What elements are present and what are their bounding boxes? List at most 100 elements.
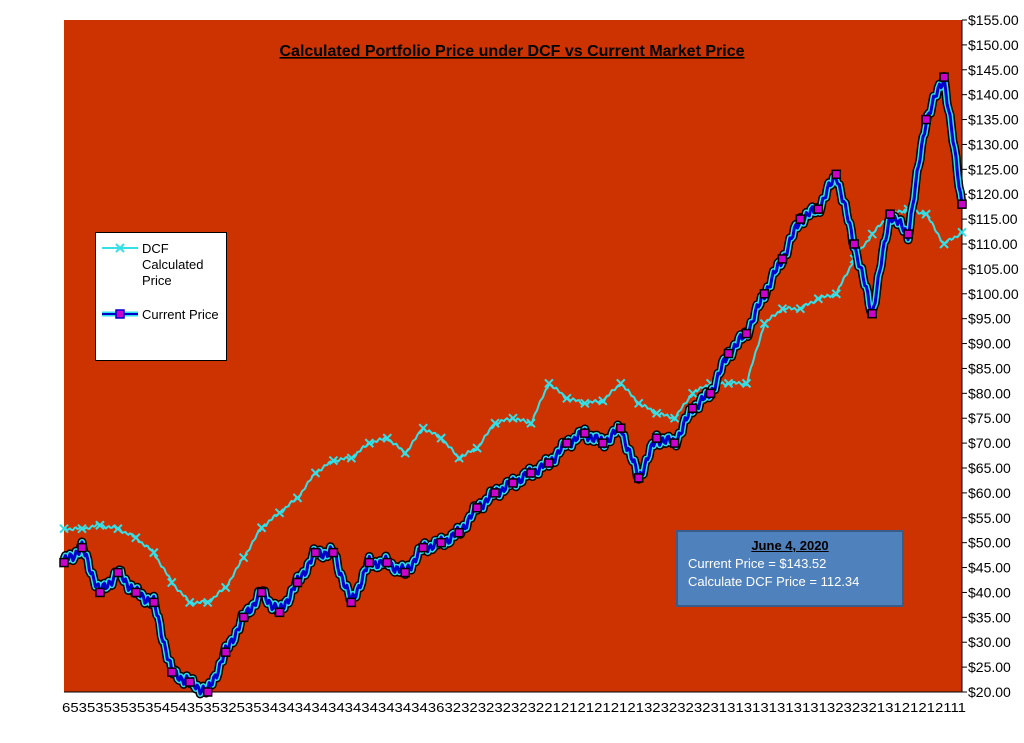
series-markers-current [59, 72, 967, 697]
dcf-point [472, 443, 482, 453]
dcf-point [867, 229, 877, 239]
current-point [202, 687, 213, 697]
y-tick-label: $90.00 [968, 336, 1011, 352]
current-point [526, 468, 536, 478]
dcf-point [328, 455, 339, 466]
y-tick-label: $130.00 [968, 136, 1019, 152]
current-point [149, 597, 159, 608]
info-date: June 4, 2020 [751, 538, 829, 553]
dcf-point [580, 398, 590, 408]
y-tick-label: $100.00 [968, 286, 1019, 302]
current-point [364, 557, 375, 568]
y-tick-label: $95.00 [968, 311, 1011, 327]
y-tick-label: $55.00 [968, 510, 1011, 526]
current-point [328, 547, 339, 558]
y-tick-label: $155.00 [968, 12, 1019, 28]
dcf-point [939, 239, 949, 249]
x-tick-labels: 6535353535354543535325353434343434343434… [62, 700, 966, 715]
current-point [95, 587, 105, 598]
y-tick-label: $20.00 [968, 684, 1011, 700]
dcf-point [562, 393, 572, 404]
series-markers-dcf [59, 204, 967, 608]
y-tick-label: $125.00 [968, 161, 1019, 177]
current-point [580, 428, 590, 438]
current-point [633, 473, 644, 483]
current-point [508, 478, 518, 488]
y-tick-label: $70.00 [968, 435, 1011, 451]
dcf-point [113, 524, 123, 534]
current-point [616, 423, 626, 433]
dcf-point [741, 378, 752, 389]
dcf-point [59, 524, 69, 534]
current-point [184, 677, 195, 687]
legend-item-current: Current Price [102, 307, 222, 323]
dcf-point [651, 408, 662, 418]
y-tick-label: $45.00 [968, 560, 1011, 576]
legend: DCF Calculated Price Current Price [95, 232, 227, 361]
dcf-point [95, 520, 105, 530]
legend-swatch-current [102, 309, 138, 319]
current-point [59, 557, 69, 568]
dcf-point [454, 453, 464, 463]
current-point [274, 607, 285, 618]
dcf-point [831, 289, 841, 299]
dcf-point [238, 552, 249, 563]
y-tick-label: $75.00 [968, 410, 1011, 426]
y-tick-label: $145.00 [968, 62, 1019, 78]
dcf-point [634, 398, 644, 408]
dcf-point [921, 209, 931, 219]
current-point [759, 289, 770, 299]
current-point [903, 229, 913, 239]
dcf-point [598, 396, 608, 406]
current-point [723, 348, 734, 359]
current-point [113, 567, 123, 578]
dcf-point [957, 227, 967, 238]
dcf-point [526, 418, 536, 428]
y-tick-label: $115.00 [968, 211, 1018, 227]
y-tick-label: $120.00 [968, 186, 1019, 202]
current-point [131, 587, 141, 598]
y-tick-label: $60.00 [968, 485, 1011, 501]
current-point [651, 433, 662, 443]
current-point [310, 547, 321, 558]
y-tick-label: $85.00 [968, 360, 1011, 376]
dcf-point [669, 413, 680, 423]
dcf-point [436, 433, 446, 443]
dcf-point [77, 524, 87, 534]
y-tick-label: $80.00 [968, 385, 1011, 401]
dcf-point [149, 547, 159, 558]
y-tick-label: $135.00 [968, 112, 1019, 128]
current-point [741, 328, 752, 339]
current-point [220, 647, 231, 657]
y-tick-label: $140.00 [968, 87, 1019, 103]
y-tick-label: $50.00 [968, 535, 1011, 551]
current-point [849, 239, 859, 249]
current-point [238, 612, 249, 623]
dcf-point [723, 378, 734, 389]
series-line-current [62, 75, 964, 696]
dcf-point [508, 413, 518, 423]
chart-title: Calculated Portfolio Price under DCF vs … [279, 43, 744, 60]
y-tick-label: $30.00 [968, 634, 1011, 650]
legend-swatch-dcf [102, 243, 138, 253]
x-axis: 6535353535354543535325353434343434343434… [62, 691, 966, 715]
y-axis: $20.00 $25.00 $30.00 $35.00 $40.00 $45.00 $50.… [961, 12, 1019, 700]
current-point [400, 567, 410, 578]
current-point [418, 542, 428, 553]
dcf-point [813, 294, 824, 304]
current-point [256, 587, 267, 598]
dcf-point [274, 508, 285, 518]
y-tick-label: $40.00 [968, 584, 1011, 600]
dcf-point [616, 378, 626, 389]
legend-item-dcf: DCF Calculated Price [102, 241, 222, 289]
dcf-point [544, 378, 554, 389]
current-point [472, 503, 482, 513]
current-point [598, 438, 608, 448]
dcf-point [687, 388, 698, 399]
current-point [687, 403, 698, 414]
current-point [436, 537, 446, 548]
y-tick-label: $150.00 [968, 37, 1019, 53]
current-point [454, 527, 464, 538]
current-point [669, 438, 680, 448]
